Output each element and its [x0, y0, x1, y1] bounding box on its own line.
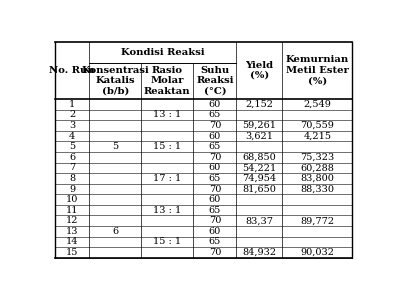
Text: No. Run: No. Run: [50, 66, 95, 75]
Text: 65: 65: [209, 174, 221, 183]
Text: 89,772: 89,772: [300, 216, 334, 225]
Text: 84,932: 84,932: [242, 248, 276, 257]
Text: 59,261: 59,261: [242, 121, 276, 130]
Text: Rasio
Molar
Reaktan: Rasio Molar Reaktan: [144, 66, 191, 96]
Text: 8: 8: [69, 174, 75, 183]
Text: 7: 7: [69, 163, 75, 172]
Text: 70,559: 70,559: [300, 121, 334, 130]
Text: 10: 10: [66, 195, 79, 204]
Text: 14: 14: [66, 237, 79, 246]
Text: 74,954: 74,954: [242, 174, 276, 183]
Text: 60,288: 60,288: [300, 163, 334, 172]
Text: Yield
(%): Yield (%): [245, 61, 274, 80]
Text: 75,323: 75,323: [300, 153, 334, 162]
Text: 70: 70: [209, 153, 221, 162]
Text: 54,221: 54,221: [242, 163, 277, 172]
Text: 6: 6: [112, 227, 118, 236]
Text: 60: 60: [209, 195, 221, 204]
Text: 65: 65: [209, 237, 221, 246]
Text: 65: 65: [209, 206, 221, 215]
Text: 15 : 1: 15 : 1: [153, 142, 182, 151]
Text: 70: 70: [209, 184, 221, 194]
Text: 2,549: 2,549: [303, 100, 331, 109]
Text: 13 : 1: 13 : 1: [153, 206, 182, 215]
Text: 4,215: 4,215: [303, 132, 331, 141]
Text: 60: 60: [209, 163, 221, 172]
Text: 15 : 1: 15 : 1: [153, 237, 182, 246]
Text: 90,032: 90,032: [300, 248, 334, 257]
Text: 68,850: 68,850: [242, 153, 276, 162]
Text: Kemurnian
Metil Ester
(%): Kemurnian Metil Ester (%): [286, 55, 349, 85]
Text: 15: 15: [66, 248, 79, 257]
Text: 5: 5: [112, 142, 118, 151]
Text: 70: 70: [209, 248, 221, 257]
Text: Konsentrasi
Katalis
(b/b): Konsentrasi Katalis (b/b): [81, 66, 149, 96]
Text: Suhu
Reaksi
(°C): Suhu Reaksi (°C): [196, 66, 233, 96]
Text: 3,621: 3,621: [245, 132, 274, 141]
Text: 60: 60: [209, 100, 221, 109]
Text: 6: 6: [69, 153, 75, 162]
Text: 4: 4: [69, 132, 75, 141]
Text: 65: 65: [209, 110, 221, 119]
Text: Kondisi Reaksi: Kondisi Reaksi: [121, 48, 205, 57]
Text: 2,152: 2,152: [245, 100, 274, 109]
Text: 9: 9: [69, 184, 75, 194]
Text: 70: 70: [209, 216, 221, 225]
Text: 60: 60: [209, 132, 221, 141]
Text: 13 : 1: 13 : 1: [153, 110, 182, 119]
Text: 5: 5: [69, 142, 75, 151]
Text: 2: 2: [69, 110, 75, 119]
Text: 83,800: 83,800: [300, 174, 334, 183]
Text: 3: 3: [69, 121, 75, 130]
Text: 65: 65: [209, 142, 221, 151]
Text: 88,330: 88,330: [300, 184, 334, 194]
Text: 11: 11: [66, 206, 79, 215]
Text: 1: 1: [69, 100, 75, 109]
Text: 83,37: 83,37: [245, 216, 274, 225]
Text: 81,650: 81,650: [242, 184, 276, 194]
Text: 12: 12: [66, 216, 79, 225]
Text: 13: 13: [66, 227, 79, 236]
Text: 70: 70: [209, 121, 221, 130]
Text: 60: 60: [209, 227, 221, 236]
Text: 17 : 1: 17 : 1: [153, 174, 182, 183]
